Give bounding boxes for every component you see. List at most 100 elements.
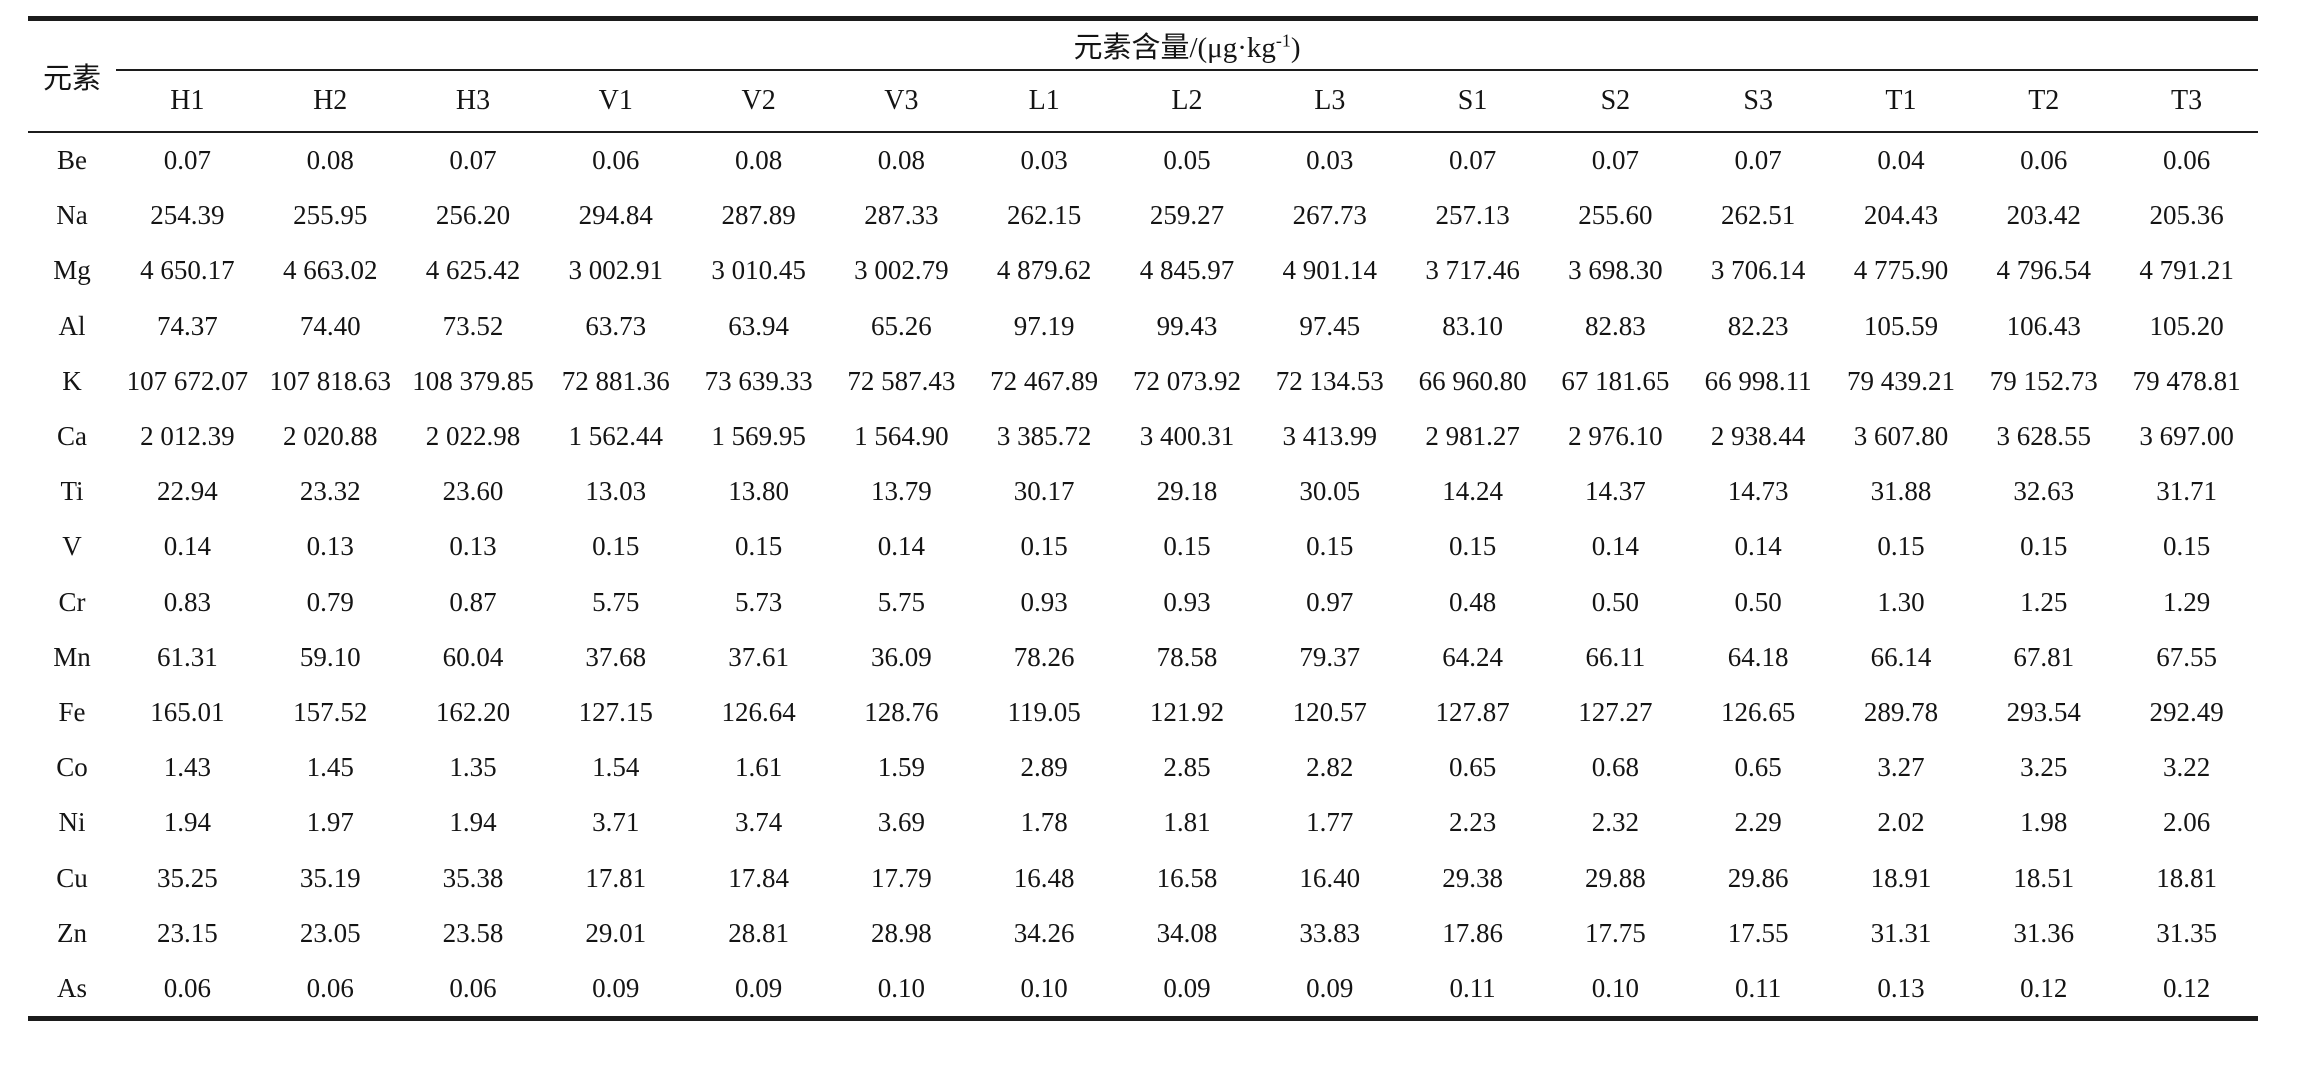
table-cell: 0.50 <box>1591 586 1639 617</box>
table-cell: 0.03 <box>1306 145 1354 176</box>
table-cell: 1.54 <box>592 752 640 783</box>
table-cell: 17.75 <box>1584 917 1646 948</box>
table-cell: 294.84 <box>578 200 653 231</box>
column-header-l2: L2 <box>1115 70 1259 133</box>
table-row-ca: Ca 2 012.39 2 020.88 2 022.98 1 562.44 1 569.… <box>28 409 2258 464</box>
column-header-s1: S1 <box>1401 70 1544 133</box>
table-cell: 13.80 <box>728 476 789 507</box>
column-header-s3: S3 <box>1686 70 1830 133</box>
table-cell: 106.43 <box>2006 310 2081 341</box>
table-cell: 2.89 <box>1020 752 1068 783</box>
table-cell: 17.79 <box>871 862 932 893</box>
table-cell: 0.14 <box>1734 531 1782 562</box>
table-cell: 3 628.55 <box>1996 421 2092 452</box>
table-cell: 1.77 <box>1306 807 1354 838</box>
table-cell: 3 385.72 <box>996 421 1092 452</box>
column-header-h1: H1 <box>116 70 259 133</box>
table-cell: 3.25 <box>2020 752 2068 783</box>
table-cell: 79 152.73 <box>1989 365 2098 396</box>
table-cell: 0.08 <box>306 145 354 176</box>
table-row-ti: Ti 22.94 23.32 23.60 13.03 13.80 13.79 30.17 29.… <box>28 464 2258 519</box>
table-cell: 4 775.90 <box>1853 255 1949 286</box>
table-cell: 3 697.00 <box>2139 421 2234 452</box>
row-label-element: V <box>62 531 82 562</box>
table-cell: 73.52 <box>442 310 504 341</box>
table-cell: 1 564.90 <box>854 421 949 452</box>
table-cell: 67.81 <box>2013 641 2075 672</box>
table-cell: 31.31 <box>1870 917 1932 948</box>
table-cell: 0.97 <box>1306 586 1354 617</box>
table-cell: 1.45 <box>306 752 354 783</box>
table-cell: 2 022.98 <box>425 421 521 452</box>
table-cell: 16.58 <box>1156 862 1218 893</box>
table-cell: 2.32 <box>1591 807 1639 838</box>
table-cell: 29.38 <box>1442 862 1503 893</box>
row-label-element: Mg <box>53 255 91 286</box>
table-cell: 29.18 <box>1156 476 1218 507</box>
table-cell: 18.81 <box>2156 862 2217 893</box>
table-cell: 0.06 <box>592 145 640 176</box>
table-cell: 108 379.85 <box>412 365 534 396</box>
table-cell: 1.25 <box>2020 586 2068 617</box>
table-cell: 126.64 <box>721 696 796 727</box>
table-cell: 0.03 <box>1020 145 1068 176</box>
table-cell: 1.94 <box>449 807 497 838</box>
table-cell: 37.68 <box>585 641 647 672</box>
content-unit-header: 元素含量/(μg·kg-1) <box>116 18 2258 71</box>
table-cell: 17.84 <box>728 862 789 893</box>
table-cell: 60.04 <box>442 641 504 672</box>
table-row-cu: Cu 35.25 35.19 35.38 17.81 17.84 17.79 16.48 16.… <box>28 850 2258 905</box>
table-cell: 17.81 <box>585 862 647 893</box>
table-cell: 0.05 <box>1163 145 1211 176</box>
table-cell: 0.09 <box>1306 972 1354 1003</box>
unit-superscript: -1 <box>1275 30 1291 51</box>
table-cell: 31.88 <box>1870 476 1932 507</box>
table-cell: 31.36 <box>2013 917 2075 948</box>
row-label-element: Ni <box>58 807 86 838</box>
table-cell: 1.29 <box>2162 586 2211 617</box>
table-cell: 0.07 <box>449 145 497 176</box>
table-cell: 14.24 <box>1442 476 1503 507</box>
table-cell: 289.78 <box>1863 696 1939 727</box>
table-cell: 78.26 <box>1013 641 1075 672</box>
element-content-table: 元素 元素含量/(μg·kg-1) H1 H2 H3 V1 V2 V3 L1 L2 L3 S1 S2… <box>28 16 2258 1021</box>
table-cell: 107 818.63 <box>269 365 391 396</box>
table-cell: 0.11 <box>1735 972 1782 1003</box>
table-cell: 5.75 <box>592 586 640 617</box>
table-cell: 66 960.80 <box>1418 365 1527 396</box>
table-row-v: V 0.14 0.13 0.13 0.15 0.15 0.14 0.15 0.15 0.15 0.1… <box>28 519 2258 574</box>
table-cell: 1.94 <box>163 807 212 838</box>
table-cell: 31.35 <box>2156 917 2217 948</box>
table-cell: 0.10 <box>877 972 925 1003</box>
table-cell: 66 998.11 <box>1704 365 1812 396</box>
table-cell: 0.87 <box>449 586 497 617</box>
table-cell: 72 881.36 <box>561 365 670 396</box>
column-header-l1: L1 <box>972 70 1116 133</box>
table-cell: 0.15 <box>592 531 640 562</box>
table-cell: 0.07 <box>1448 145 1497 176</box>
row-label-element: Mn <box>53 641 91 672</box>
table-cell: 1.97 <box>306 807 354 838</box>
table-cell: 82.23 <box>1727 310 1789 341</box>
table-row-na: Na 254.39 255.95 256.20 294.84 287.89 287.33 26… <box>28 188 2258 243</box>
table-cell: 1.78 <box>1020 807 1068 838</box>
table-cell: 157.52 <box>293 696 368 727</box>
table-cell: 2 020.88 <box>282 421 378 452</box>
row-label-element: Na <box>56 200 88 231</box>
table-cell: 3 607.80 <box>1853 421 1949 452</box>
table-cell: 0.65 <box>1448 752 1497 783</box>
table-cell: 0.13 <box>306 531 354 562</box>
table-cell: 72 134.53 <box>1275 365 1384 396</box>
table-cell: 205.36 <box>2149 200 2224 231</box>
column-header-t1: T1 <box>1829 70 1973 133</box>
table-cell: 262.15 <box>1007 200 1082 231</box>
table-cell: 4 879.62 <box>996 255 1092 286</box>
table-cell: 0.09 <box>1163 972 1211 1003</box>
table-cell: 23.32 <box>299 476 361 507</box>
table-cell: 0.07 <box>163 145 212 176</box>
table-cell: 121.92 <box>1149 696 1225 727</box>
table-cell: 3 413.99 <box>1282 421 1378 452</box>
table-cell: 0.93 <box>1163 586 1211 617</box>
table-cell: 33.83 <box>1299 917 1361 948</box>
column-header-t3: T3 <box>2115 70 2258 133</box>
